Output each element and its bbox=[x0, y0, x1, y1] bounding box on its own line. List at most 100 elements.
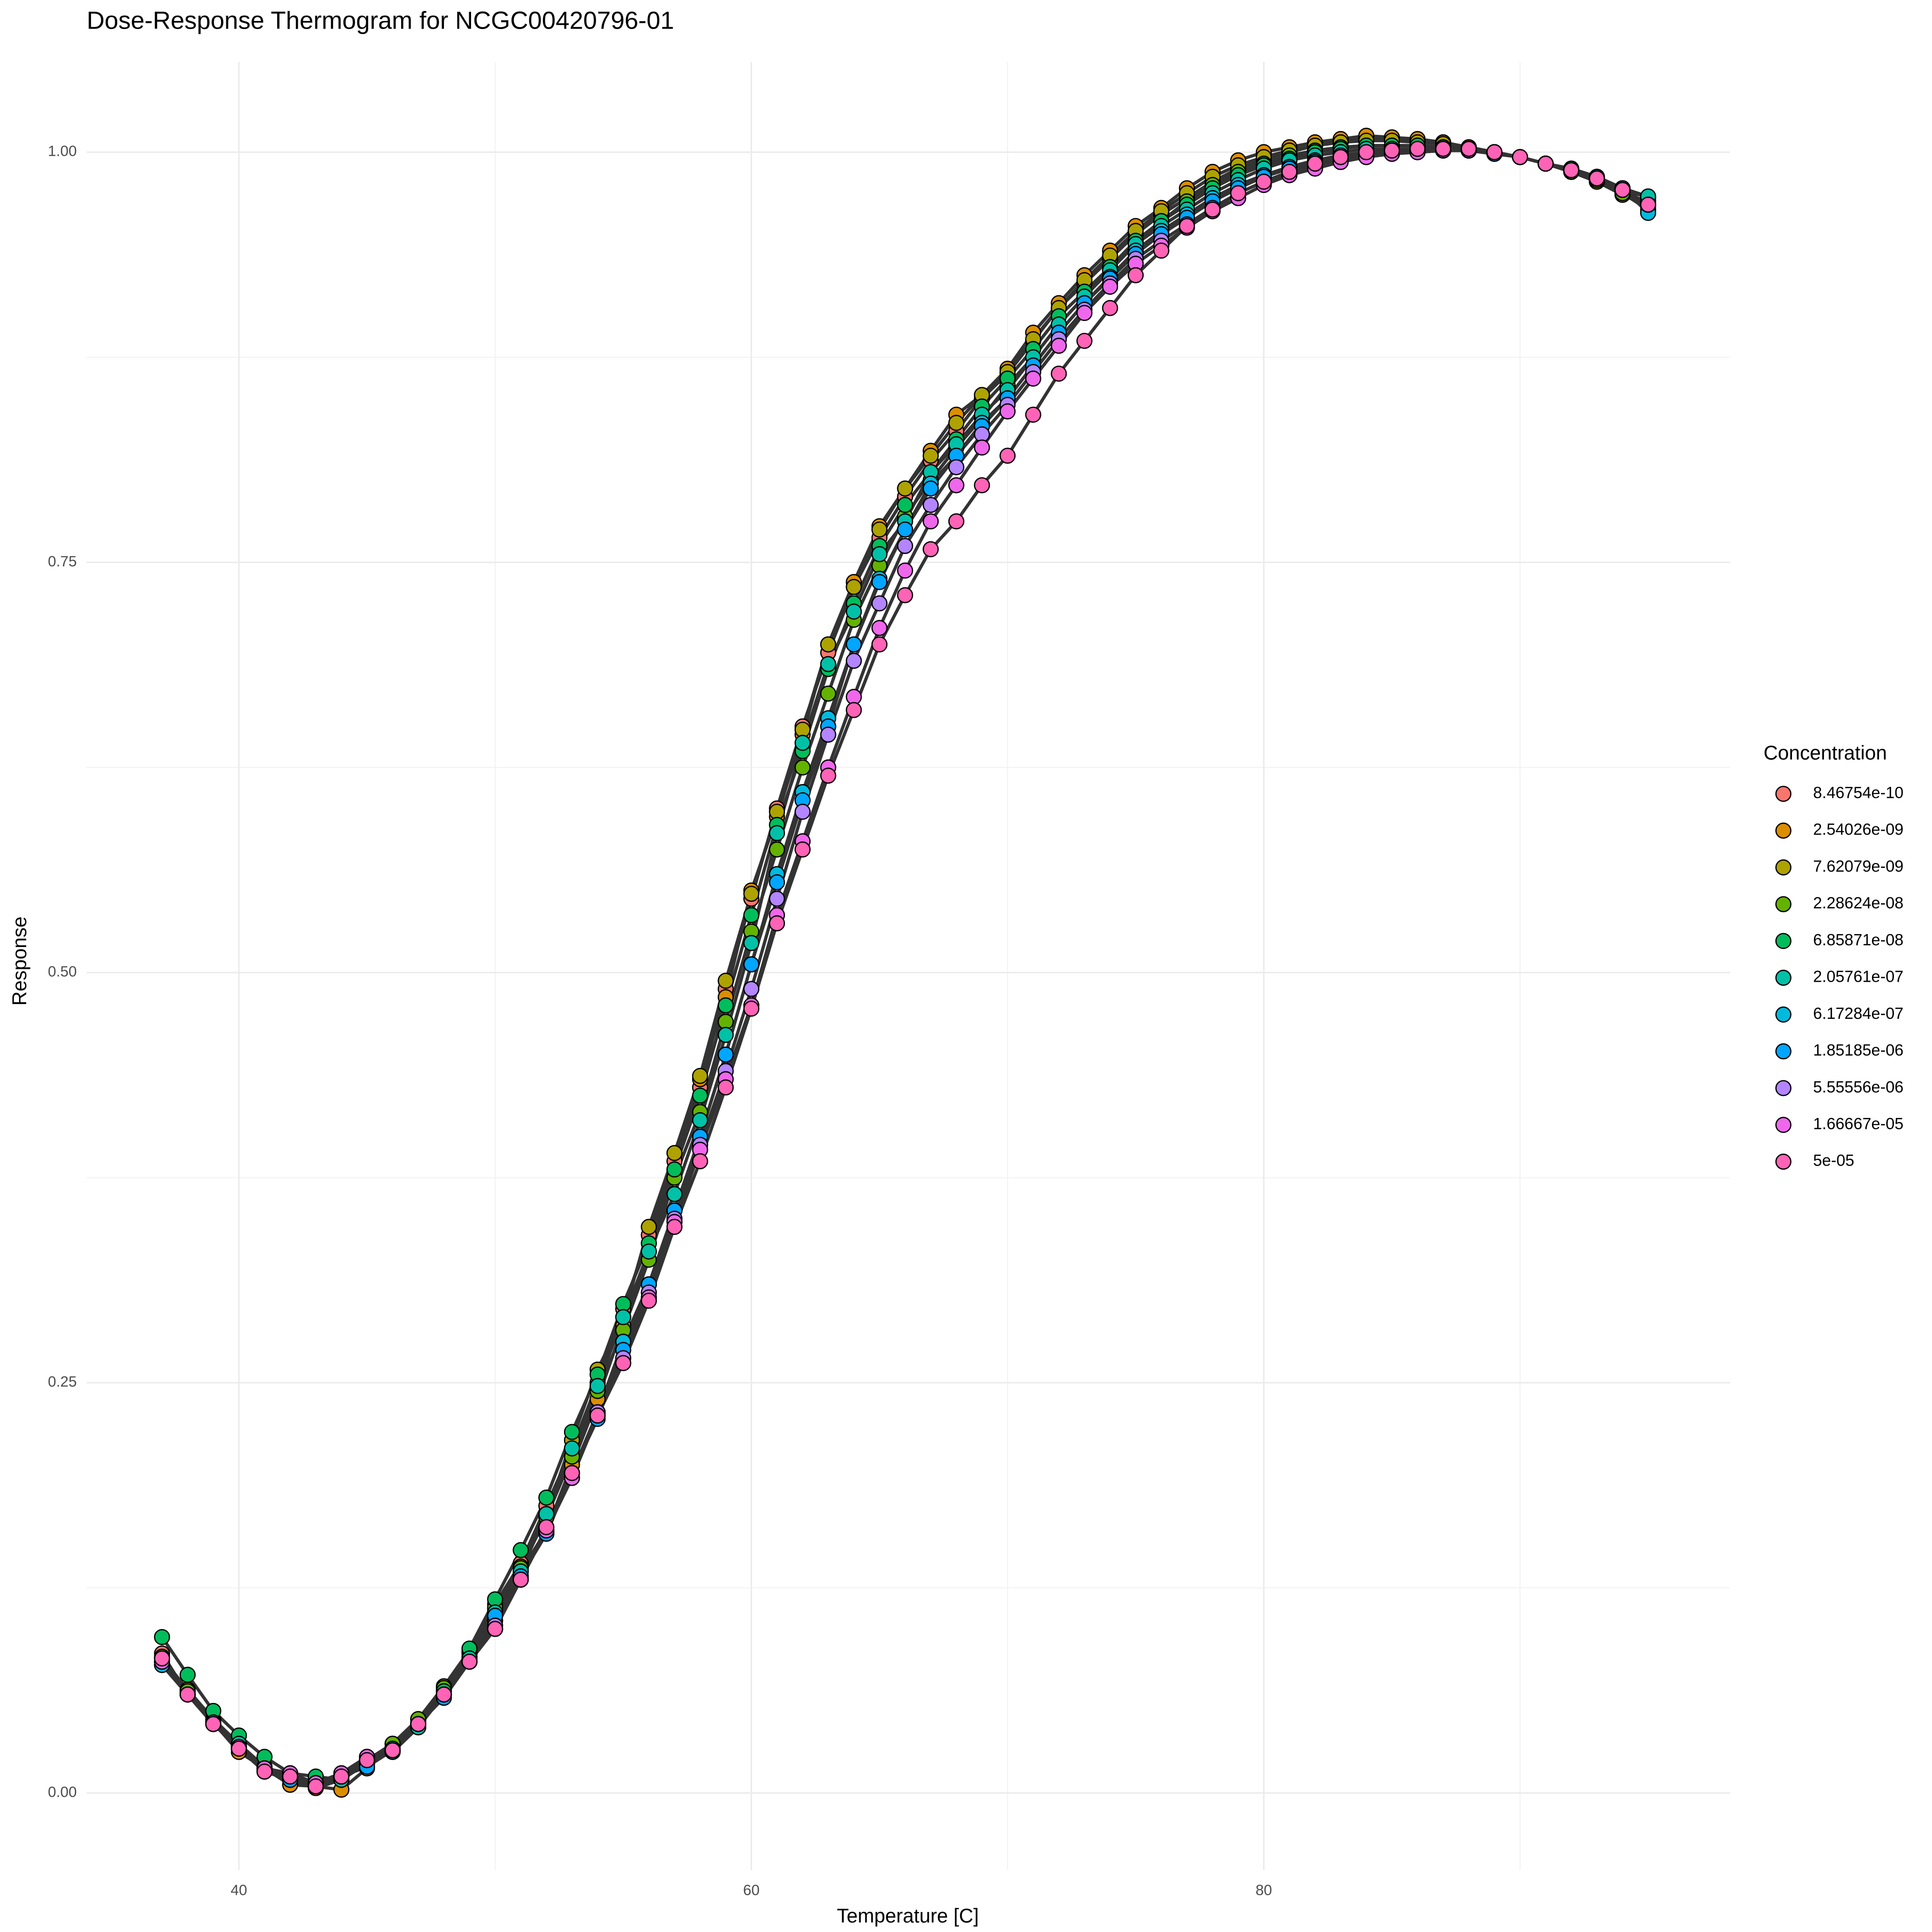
legend-label: 6.17284e-07 bbox=[1813, 1005, 1903, 1023]
data-point bbox=[999, 403, 1016, 420]
data-point bbox=[743, 981, 760, 997]
data-point bbox=[564, 1440, 580, 1457]
y-tick-label: 0.25 bbox=[48, 1373, 77, 1390]
data-point bbox=[1025, 370, 1041, 387]
data-point bbox=[897, 587, 914, 604]
data-point bbox=[666, 1145, 683, 1161]
data-point bbox=[897, 497, 914, 513]
data-point bbox=[974, 477, 990, 493]
data-point bbox=[897, 480, 914, 497]
data-point bbox=[564, 1424, 580, 1440]
data-point bbox=[820, 685, 836, 702]
data-point bbox=[1435, 141, 1451, 157]
data-point bbox=[820, 636, 836, 653]
data-point bbox=[717, 997, 734, 1014]
data-point bbox=[922, 541, 939, 557]
legend-swatch bbox=[1775, 785, 1791, 802]
data-point bbox=[948, 459, 965, 475]
data-point bbox=[1102, 279, 1118, 295]
data-point bbox=[154, 1650, 171, 1667]
legend-label: 1.66667e-05 bbox=[1813, 1115, 1903, 1133]
legend-label: 7.62079e-09 bbox=[1813, 857, 1903, 875]
data-point bbox=[871, 521, 888, 538]
data-point bbox=[461, 1653, 478, 1670]
data-point bbox=[1256, 173, 1272, 190]
data-point bbox=[897, 562, 914, 579]
data-point bbox=[384, 1742, 401, 1759]
legend-swatch bbox=[1775, 933, 1791, 949]
data-point bbox=[769, 841, 785, 858]
data-point bbox=[410, 1716, 426, 1732]
data-point bbox=[538, 1489, 554, 1506]
points bbox=[154, 128, 1656, 1798]
data-point bbox=[897, 538, 914, 554]
data-point bbox=[1153, 242, 1169, 259]
data-point bbox=[795, 735, 811, 751]
data-point bbox=[1589, 170, 1605, 187]
data-point bbox=[1460, 141, 1477, 157]
data-point bbox=[666, 1161, 683, 1178]
data-point bbox=[1563, 162, 1580, 179]
data-point bbox=[769, 874, 785, 891]
x-tick-label: 40 bbox=[231, 1882, 247, 1898]
data-point bbox=[795, 841, 811, 858]
legend-swatch bbox=[1775, 859, 1791, 875]
data-point bbox=[1486, 144, 1503, 161]
data-point bbox=[974, 439, 990, 456]
data-point bbox=[692, 1087, 708, 1104]
data-point bbox=[795, 759, 811, 776]
data-point bbox=[922, 480, 939, 497]
data-point bbox=[692, 1112, 708, 1128]
data-point bbox=[1102, 300, 1118, 316]
legend-swatch bbox=[1775, 1153, 1791, 1170]
data-point bbox=[769, 825, 785, 841]
data-point bbox=[820, 656, 836, 673]
data-point bbox=[1076, 332, 1093, 349]
y-tick-label: 0.00 bbox=[48, 1783, 77, 1800]
data-point bbox=[589, 1378, 606, 1394]
data-point bbox=[897, 521, 914, 538]
data-point bbox=[666, 1218, 683, 1235]
data-point bbox=[1127, 267, 1144, 283]
legend-label: 5.55556e-06 bbox=[1813, 1078, 1903, 1096]
legend-label: 6.85871e-08 bbox=[1813, 931, 1903, 949]
x-axis-label: Temperature [C] bbox=[837, 1904, 979, 1927]
data-point bbox=[1230, 185, 1247, 201]
data-point bbox=[1281, 163, 1298, 180]
data-point bbox=[1384, 142, 1400, 159]
data-point bbox=[743, 886, 760, 902]
data-point bbox=[743, 1000, 760, 1017]
data-point bbox=[769, 890, 785, 907]
data-point bbox=[256, 1763, 273, 1780]
data-point bbox=[948, 513, 965, 530]
data-point bbox=[1025, 406, 1041, 423]
y-tick-label: 0.50 bbox=[48, 963, 77, 980]
data-point bbox=[641, 1243, 657, 1260]
data-point bbox=[513, 1542, 529, 1559]
data-point bbox=[1614, 181, 1631, 198]
data-point bbox=[1332, 149, 1349, 165]
legend-label: 1.85185e-06 bbox=[1813, 1041, 1903, 1059]
data-point bbox=[999, 447, 1016, 464]
data-point bbox=[948, 477, 965, 493]
legend-label: 5e-05 bbox=[1813, 1152, 1854, 1170]
legend-swatch bbox=[1775, 896, 1791, 913]
data-point bbox=[717, 1026, 734, 1043]
data-point bbox=[1640, 196, 1656, 213]
data-point bbox=[820, 767, 836, 784]
data-point bbox=[1050, 338, 1067, 354]
data-point bbox=[1050, 365, 1067, 382]
data-point bbox=[231, 1741, 247, 1757]
data-point bbox=[922, 447, 939, 464]
data-point bbox=[871, 595, 888, 612]
legend-label: 2.54026e-09 bbox=[1813, 821, 1903, 839]
legend-title: Concentration bbox=[1763, 741, 1887, 764]
legend: 8.46754e-10 2.54026e-09 7.62079e-09 2.28624… bbox=[1775, 784, 1903, 1170]
data-point bbox=[359, 1752, 375, 1769]
legend-swatch bbox=[1775, 822, 1791, 839]
data-point bbox=[743, 956, 760, 973]
data-point bbox=[1409, 141, 1426, 157]
data-point bbox=[615, 1355, 632, 1371]
